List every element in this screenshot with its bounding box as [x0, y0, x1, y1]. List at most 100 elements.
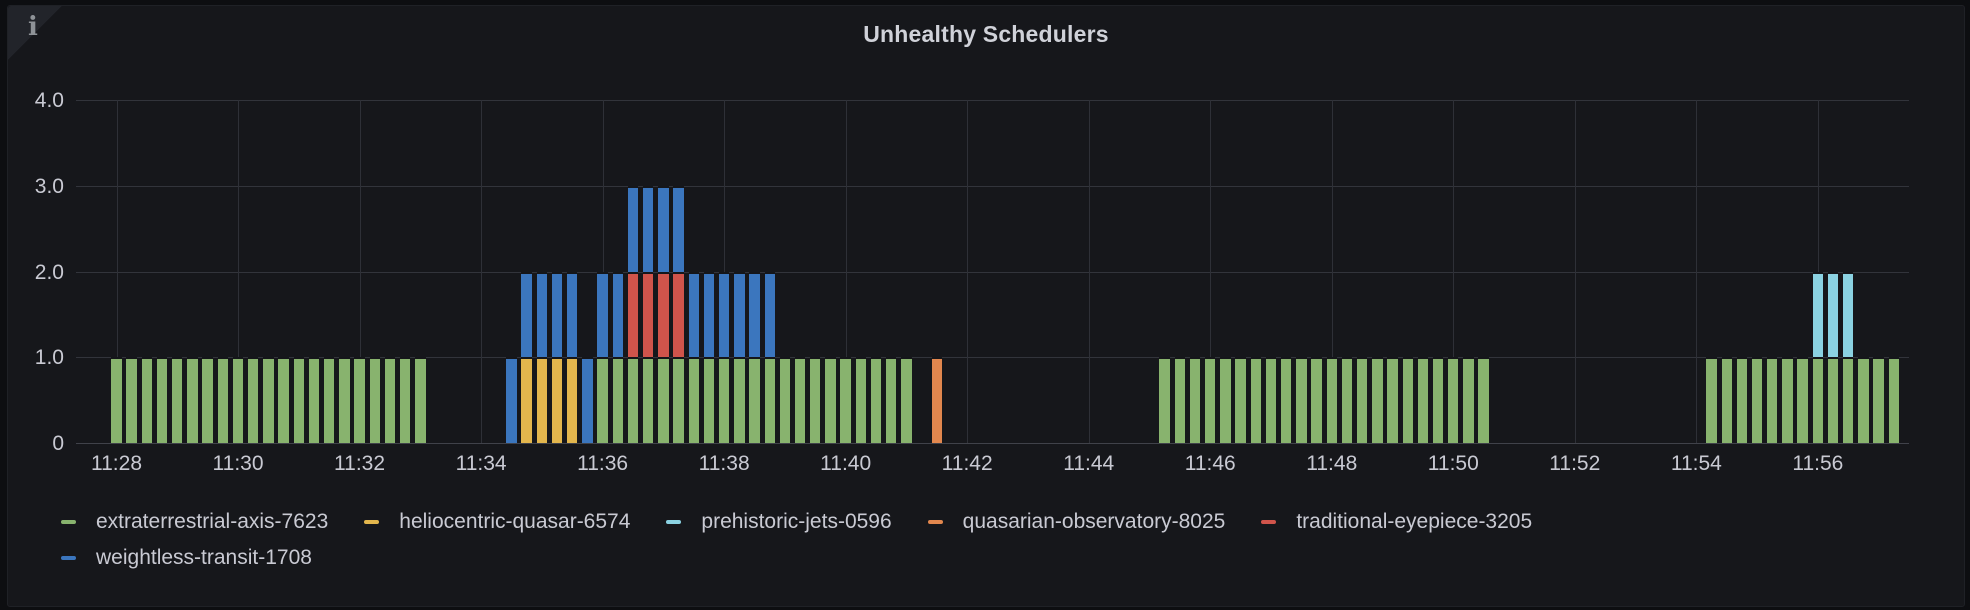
bar-segment-traditional-eyepiece-3205: [658, 271, 669, 358]
bar-segment-traditional-eyepiece-3205: [673, 271, 684, 358]
bar-segment-extraterrestrial-axis-7623: [1326, 357, 1337, 443]
grid-line-vertical: [238, 100, 240, 443]
grid-line-vertical: [359, 100, 361, 443]
bar-segment-weightless-transit-1708: [612, 271, 623, 358]
bar-segment-weightless-transit-1708: [582, 357, 593, 443]
legend-series-label: weightless-transit-1708: [96, 546, 312, 569]
panel: i Unhealthy Schedulers extraterrestrial-…: [7, 5, 1965, 607]
panel-title[interactable]: Unhealthy Schedulers: [863, 21, 1109, 47]
grid-line-horizontal: [76, 100, 1909, 101]
grid-line-vertical: [1453, 100, 1455, 443]
bar-segment-extraterrestrial-axis-7623: [764, 357, 775, 443]
bar-segment-extraterrestrial-axis-7623: [323, 357, 335, 443]
x-axis-tick-label: 11:46: [1184, 452, 1236, 475]
legend-item-quasarian-observatory-8025[interactable]: quasarian-observatory-8025: [927, 507, 1225, 536]
bar-segment-extraterrestrial-axis-7623: [263, 357, 274, 443]
grid-line-horizontal: [76, 271, 1909, 273]
bar-segment-extraterrestrial-axis-7623: [1873, 357, 1884, 443]
y-axis-tick-label: 0: [52, 432, 64, 455]
bar-segment-extraterrestrial-axis-7623: [1432, 357, 1444, 443]
bar-segment-weightless-transit-1708: [567, 271, 578, 358]
legend-series-marker: [927, 519, 943, 524]
y-axis-tick-label: 1.0: [34, 346, 64, 370]
bar-segment-extraterrestrial-axis-7623: [141, 357, 153, 443]
bar-segment-extraterrestrial-axis-7623: [384, 357, 396, 443]
bar-segment-extraterrestrial-axis-7623: [399, 357, 411, 443]
legend-series-label: heliocentric-quasar-6574: [399, 510, 631, 533]
panel-info-corner[interactable]: i: [8, 6, 62, 60]
bar-segment-extraterrestrial-axis-7623: [1843, 357, 1854, 443]
x-axis-tick-label: 11:44: [1063, 452, 1115, 475]
grid-line-vertical: [1210, 100, 1212, 443]
legend-item-traditional-eyepiece-3205[interactable]: traditional-eyepiece-3205: [1261, 507, 1532, 536]
bar-segment-extraterrestrial-axis-7623: [1280, 357, 1292, 443]
bar-segment-extraterrestrial-axis-7623: [1174, 357, 1186, 443]
legend-series-label: traditional-eyepiece-3205: [1296, 510, 1533, 533]
bar-segment-extraterrestrial-axis-7623: [1387, 357, 1398, 443]
legend-row: extraterrestrial-axis-7623 heliocentric-q…: [61, 507, 1568, 536]
x-axis-line: [76, 443, 1909, 444]
bar-segment-prehistoric-jets-0596: [1843, 271, 1854, 358]
bar-segment-weightless-transit-1708: [506, 357, 517, 443]
bar-segment-extraterrestrial-axis-7623: [1767, 357, 1778, 443]
bar-segment-extraterrestrial-axis-7623: [597, 357, 608, 443]
bar-segment-extraterrestrial-axis-7623: [126, 357, 137, 443]
bar-segment-extraterrestrial-axis-7623: [1888, 357, 1899, 443]
bar-segment-extraterrestrial-axis-7623: [1478, 357, 1489, 443]
bar-segment-quasarian-observatory-8025: [931, 357, 942, 443]
bar-segment-extraterrestrial-axis-7623: [1159, 357, 1170, 443]
grid-line-vertical: [1088, 100, 1090, 443]
x-axis-tick-label: 11:30: [212, 452, 264, 475]
bar-segment-extraterrestrial-axis-7623: [1250, 357, 1261, 443]
bar-segment-extraterrestrial-axis-7623: [1812, 357, 1824, 443]
x-axis-tick-label: 11:50: [1427, 452, 1479, 475]
bar-segment-weightless-transit-1708: [718, 271, 730, 358]
bar-segment-extraterrestrial-axis-7623: [111, 357, 122, 443]
x-axis-tick-label: 11:48: [1306, 452, 1358, 475]
bar-segment-weightless-transit-1708: [658, 185, 669, 272]
grid-line-horizontal: [76, 357, 1909, 359]
legend-item-prehistoric-jets-0596[interactable]: prehistoric-jets-0596: [666, 507, 892, 536]
bar-segment-extraterrestrial-axis-7623: [794, 357, 806, 443]
bar-segment-extraterrestrial-axis-7623: [1736, 357, 1748, 443]
bar-segment-extraterrestrial-axis-7623: [855, 357, 867, 443]
bar-segment-heliocentric-quasar-6574: [551, 357, 563, 443]
bar-segment-weightless-transit-1708: [627, 185, 639, 272]
bar-segment-extraterrestrial-axis-7623: [1463, 357, 1474, 443]
bar-segment-extraterrestrial-axis-7623: [217, 357, 229, 443]
info-icon: i: [28, 12, 38, 42]
bar-segment-extraterrestrial-axis-7623: [688, 357, 699, 443]
bar-segment-extraterrestrial-axis-7623: [612, 357, 623, 443]
bar-segment-extraterrestrial-axis-7623: [232, 357, 244, 443]
legend-series-marker: [666, 519, 682, 524]
bar-segment-extraterrestrial-axis-7623: [886, 357, 897, 443]
y-axis-tick-label: 3.0: [34, 174, 64, 198]
legend-series-marker: [1261, 519, 1277, 524]
bar-segment-weightless-transit-1708: [521, 271, 532, 358]
bar-segment-weightless-transit-1708: [597, 271, 608, 358]
legend-item-heliocentric-quasar-6574[interactable]: heliocentric-quasar-6574: [364, 507, 630, 536]
grid-line-vertical: [1331, 100, 1333, 443]
bar-segment-extraterrestrial-axis-7623: [1417, 357, 1429, 443]
legend-item-weightless-transit-1708[interactable]: weightless-transit-1708: [61, 543, 312, 572]
bar-segment-extraterrestrial-axis-7623: [642, 357, 654, 443]
x-axis-tick-label: 11:54: [1670, 452, 1722, 475]
legend-series-marker: [364, 519, 380, 524]
bar-segment-extraterrestrial-axis-7623: [415, 357, 426, 443]
bar-segment-extraterrestrial-axis-7623: [825, 357, 836, 443]
bar-segment-extraterrestrial-axis-7623: [354, 357, 365, 443]
x-axis-tick-label: 11:56: [1792, 452, 1844, 475]
bar-segment-extraterrestrial-axis-7623: [1721, 357, 1732, 443]
bar-segment-extraterrestrial-axis-7623: [840, 357, 851, 443]
bar-segment-extraterrestrial-axis-7623: [1235, 357, 1246, 443]
legend-item-extraterrestrial-axis-7623[interactable]: extraterrestrial-axis-7623: [61, 507, 328, 536]
y-axis-tick-label: 2.0: [34, 260, 64, 284]
bar-segment-weightless-transit-1708: [688, 271, 699, 358]
bar-segment-extraterrestrial-axis-7623: [369, 357, 380, 443]
bar-segment-extraterrestrial-axis-7623: [1205, 357, 1216, 443]
bar-segment-extraterrestrial-axis-7623: [1706, 357, 1717, 443]
grid-line-vertical: [845, 100, 847, 443]
bar-segment-extraterrestrial-axis-7623: [734, 357, 745, 443]
x-axis-tick-label: 11:34: [455, 452, 507, 475]
bar-segment-weightless-transit-1708: [734, 271, 745, 358]
